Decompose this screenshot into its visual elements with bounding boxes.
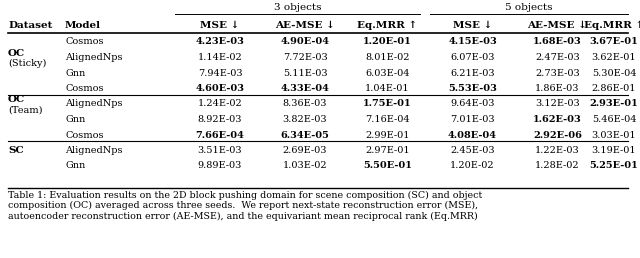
- Text: AlignedNps: AlignedNps: [65, 100, 122, 109]
- Text: 1.24E-02: 1.24E-02: [198, 100, 243, 109]
- Text: Gnn: Gnn: [65, 162, 85, 171]
- Text: 5.46E-04: 5.46E-04: [592, 115, 636, 124]
- Text: AlignedNps: AlignedNps: [65, 146, 122, 155]
- Text: 3.67E-01: 3.67E-01: [589, 37, 638, 46]
- Text: 2.86E-01: 2.86E-01: [592, 84, 636, 93]
- Text: 1.28E-02: 1.28E-02: [535, 162, 580, 171]
- Text: 4.08E-04: 4.08E-04: [448, 131, 497, 140]
- Text: 5 objects: 5 objects: [505, 4, 553, 12]
- Text: 1.68E-03: 1.68E-03: [533, 37, 582, 46]
- Text: 1.03E-02: 1.03E-02: [283, 162, 327, 171]
- Text: 2.93E-01: 2.93E-01: [589, 100, 638, 109]
- Text: 1.62E-03: 1.62E-03: [533, 115, 582, 124]
- Text: 2.97E-01: 2.97E-01: [365, 146, 410, 155]
- Text: 7.66E-04: 7.66E-04: [196, 131, 244, 140]
- Text: 2.99E-01: 2.99E-01: [365, 131, 410, 140]
- Text: 5.11E-03: 5.11E-03: [283, 69, 327, 77]
- Text: 1.75E-01: 1.75E-01: [363, 100, 412, 109]
- Text: 4.33E-04: 4.33E-04: [280, 84, 330, 93]
- Text: 8.92E-03: 8.92E-03: [198, 115, 243, 124]
- Text: 1.04E-01: 1.04E-01: [365, 84, 410, 93]
- Text: MSE ↓: MSE ↓: [453, 20, 492, 29]
- Text: Eq.MRR ↑: Eq.MRR ↑: [357, 20, 418, 30]
- Text: 8.01E-02: 8.01E-02: [365, 53, 410, 62]
- Text: 1.20E-02: 1.20E-02: [450, 162, 495, 171]
- Text: 4.15E-03: 4.15E-03: [448, 37, 497, 46]
- Text: 1.20E-01: 1.20E-01: [363, 37, 412, 46]
- Text: 1.22E-03: 1.22E-03: [535, 146, 580, 155]
- Text: 5.50E-01: 5.50E-01: [363, 162, 412, 171]
- Text: 9.89E-03: 9.89E-03: [198, 162, 242, 171]
- Text: 4.60E-03: 4.60E-03: [195, 84, 244, 93]
- Text: 6.03E-04: 6.03E-04: [365, 69, 410, 77]
- Text: 5.30E-04: 5.30E-04: [592, 69, 636, 77]
- Text: 1.86E-03: 1.86E-03: [535, 84, 580, 93]
- Text: 3 objects: 3 objects: [274, 4, 321, 12]
- Text: 7.72E-03: 7.72E-03: [283, 53, 328, 62]
- Text: 2.92E-06: 2.92E-06: [533, 131, 582, 140]
- Text: 1.14E-02: 1.14E-02: [198, 53, 243, 62]
- Text: Gnn: Gnn: [65, 69, 85, 77]
- Text: 2.69E-03: 2.69E-03: [283, 146, 327, 155]
- Text: 7.94E-03: 7.94E-03: [198, 69, 243, 77]
- Text: 7.01E-03: 7.01E-03: [450, 115, 495, 124]
- Text: 5.25E-01: 5.25E-01: [589, 162, 638, 171]
- Text: 6.34E-05: 6.34E-05: [280, 131, 330, 140]
- Text: 4.23E-03: 4.23E-03: [196, 37, 244, 46]
- Text: 9.64E-03: 9.64E-03: [451, 100, 495, 109]
- Text: AlignedNps: AlignedNps: [65, 53, 122, 62]
- Text: 3.19E-01: 3.19E-01: [592, 146, 636, 155]
- Text: 6.07E-03: 6.07E-03: [451, 53, 495, 62]
- Text: 8.36E-03: 8.36E-03: [283, 100, 327, 109]
- Text: (Team): (Team): [8, 106, 42, 115]
- Text: SC: SC: [8, 146, 24, 155]
- Text: (Sticky): (Sticky): [8, 59, 46, 68]
- Text: Dataset: Dataset: [8, 20, 52, 29]
- Text: AE-MSE ↓: AE-MSE ↓: [527, 20, 588, 29]
- Text: 6.21E-03: 6.21E-03: [450, 69, 495, 77]
- Text: 3.62E-01: 3.62E-01: [592, 53, 636, 62]
- Text: Cosmos: Cosmos: [65, 131, 104, 140]
- Text: OC: OC: [8, 95, 25, 104]
- Text: 2.73E-03: 2.73E-03: [535, 69, 580, 77]
- Text: 2.45E-03: 2.45E-03: [450, 146, 495, 155]
- Text: Model: Model: [65, 20, 101, 29]
- Text: 3.03E-01: 3.03E-01: [592, 131, 636, 140]
- Text: Cosmos: Cosmos: [65, 37, 104, 46]
- Text: 4.90E-04: 4.90E-04: [280, 37, 330, 46]
- Text: 3.51E-03: 3.51E-03: [198, 146, 243, 155]
- Text: 2.47E-03: 2.47E-03: [535, 53, 580, 62]
- Text: AE-MSE ↓: AE-MSE ↓: [275, 20, 335, 29]
- Text: 5.53E-03: 5.53E-03: [448, 84, 497, 93]
- Text: composition (OC) averaged across three seeds.  We report next-state reconstructi: composition (OC) averaged across three s…: [8, 201, 478, 210]
- Text: 3.12E-03: 3.12E-03: [535, 100, 580, 109]
- Text: Cosmos: Cosmos: [65, 84, 104, 93]
- Text: autoencoder reconstruction error (AE-MSE), and the equivariant mean reciprocal r: autoencoder reconstruction error (AE-MSE…: [8, 212, 477, 221]
- Text: Gnn: Gnn: [65, 115, 85, 124]
- Text: Table 1: Evaluation results on the 2D block pushing domain for scene composition: Table 1: Evaluation results on the 2D bl…: [8, 190, 483, 199]
- Text: Eq.MRR ↑: Eq.MRR ↑: [584, 20, 640, 30]
- Text: 7.16E-04: 7.16E-04: [365, 115, 410, 124]
- Text: 3.82E-03: 3.82E-03: [283, 115, 327, 124]
- Text: OC: OC: [8, 49, 25, 58]
- Text: MSE ↓: MSE ↓: [200, 20, 240, 29]
